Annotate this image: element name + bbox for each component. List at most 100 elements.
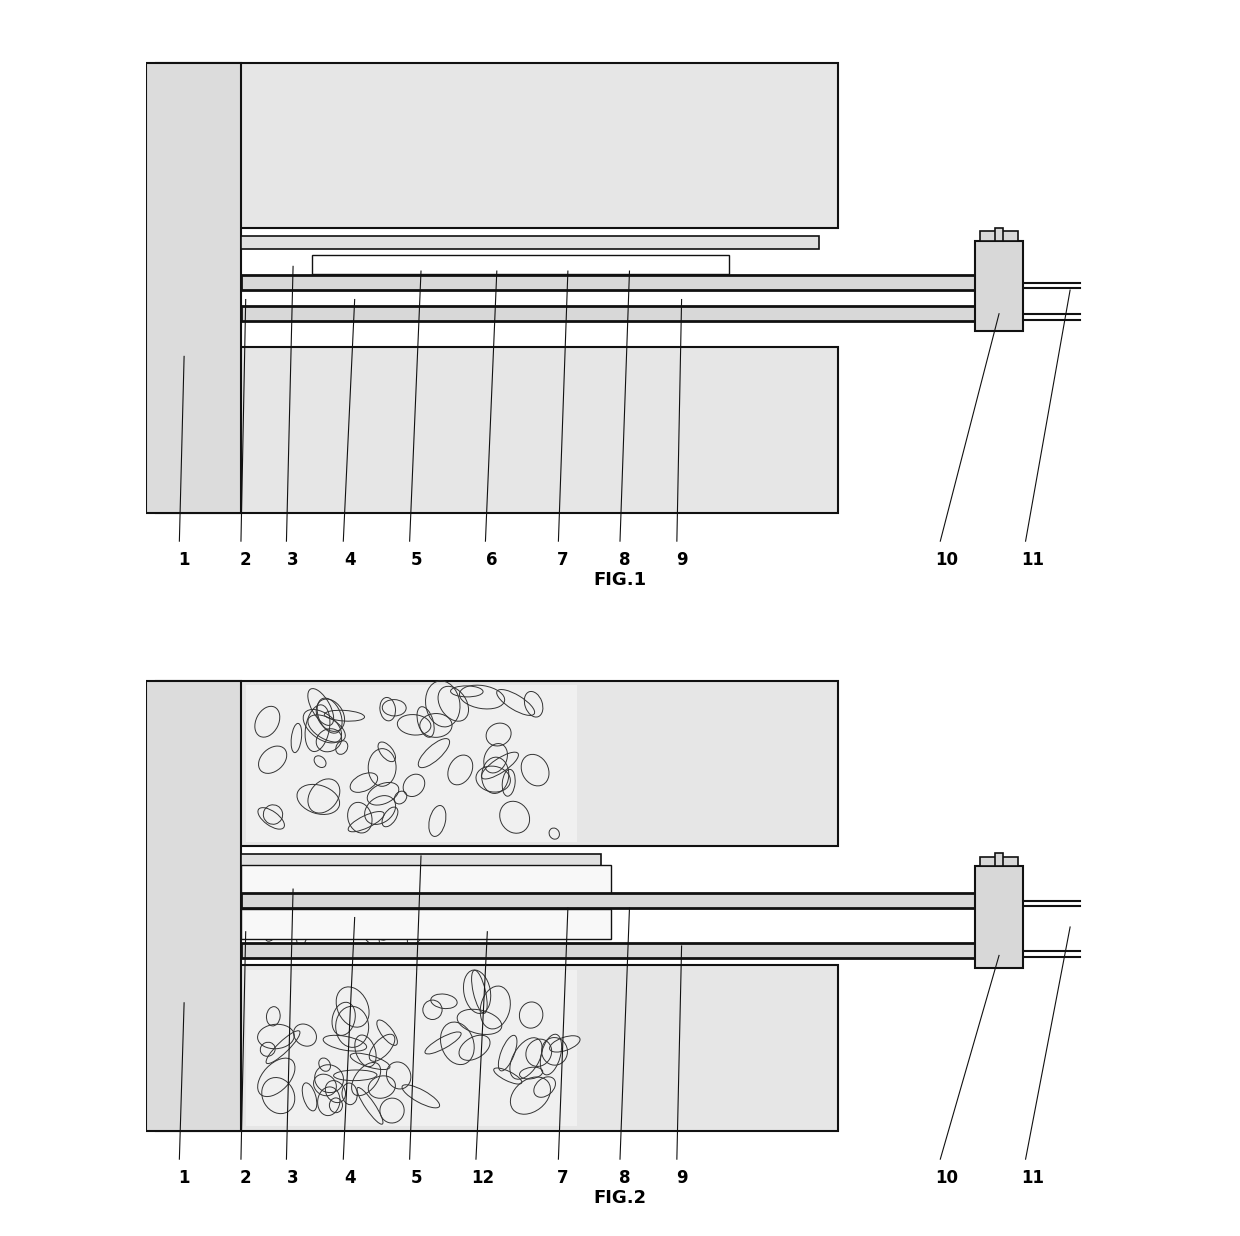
Point [740, 723, 760, 743]
Point [440, 489, 460, 509]
Point [376, 875, 396, 895]
Point [613, 475, 632, 494]
Point [558, 684, 578, 703]
Point [644, 1069, 663, 1089]
Point [228, 912, 248, 932]
Point [216, 1048, 236, 1068]
Point [180, 968, 200, 988]
Point [172, 159, 192, 179]
Point [615, 498, 635, 518]
Point [660, 442, 680, 462]
Point [335, 201, 355, 221]
Point [492, 158, 512, 178]
Point [753, 1095, 773, 1115]
Point [676, 351, 696, 371]
Point [155, 719, 175, 739]
Point [346, 745, 366, 765]
Point [378, 400, 398, 420]
Point [476, 807, 496, 827]
Point [751, 1111, 771, 1131]
Point [386, 1116, 405, 1136]
Point [350, 744, 370, 764]
Point [355, 141, 374, 161]
Point [166, 489, 186, 509]
Point [758, 132, 777, 152]
Point [139, 486, 159, 506]
Point [386, 1069, 405, 1089]
Point [704, 396, 724, 415]
Point [415, 126, 435, 146]
Point [699, 124, 719, 143]
Point [429, 478, 449, 498]
Point [156, 426, 176, 446]
Point [387, 111, 407, 131]
Point [739, 58, 759, 78]
Point [429, 117, 449, 137]
Point [683, 976, 703, 996]
Point [600, 116, 620, 136]
Point [324, 815, 343, 834]
Point [221, 803, 241, 823]
Bar [241, 307, 999, 321]
Point [334, 828, 353, 848]
Point [215, 295, 234, 315]
Point [616, 64, 636, 84]
Point [308, 996, 327, 1016]
Point [702, 1090, 722, 1110]
Point [518, 59, 538, 79]
Point [176, 400, 196, 420]
Point [243, 408, 263, 428]
Point [252, 415, 272, 435]
Point [619, 749, 639, 769]
Point [692, 133, 712, 153]
Point [156, 829, 176, 849]
Point [306, 182, 326, 201]
Point [409, 1054, 429, 1074]
Point [162, 387, 182, 407]
Point [518, 120, 538, 140]
Point [718, 69, 738, 89]
Point [169, 879, 188, 899]
Point [558, 789, 578, 808]
Point [317, 454, 337, 473]
Point [337, 747, 357, 766]
Point [678, 1100, 698, 1120]
Point [322, 908, 342, 928]
Point [585, 733, 605, 753]
Point [387, 1116, 407, 1136]
Point [786, 211, 806, 231]
Point [667, 1078, 687, 1098]
Point [407, 210, 427, 230]
Point [370, 109, 389, 129]
Point [207, 297, 227, 316]
Point [456, 738, 476, 758]
Point [362, 1093, 382, 1112]
Point [495, 176, 515, 195]
Point [579, 455, 599, 475]
Point [317, 106, 337, 126]
Point [717, 396, 737, 415]
Point [531, 375, 551, 394]
Point [785, 108, 805, 127]
Point [200, 1112, 219, 1132]
Point [179, 863, 198, 883]
Point [484, 923, 503, 943]
Point [363, 83, 383, 103]
Point [159, 213, 179, 232]
Point [742, 724, 761, 744]
Point [352, 1028, 372, 1048]
Point [208, 1106, 228, 1126]
Point [179, 758, 198, 777]
Point [211, 696, 231, 716]
Point [167, 691, 187, 711]
Point [440, 1104, 460, 1124]
Point [817, 1056, 837, 1075]
Point [341, 481, 361, 501]
Point [218, 428, 238, 447]
Point [665, 733, 684, 753]
Point [211, 1068, 231, 1088]
Point [181, 70, 201, 90]
Point [720, 740, 740, 760]
Point [155, 392, 175, 412]
Point [156, 489, 176, 509]
